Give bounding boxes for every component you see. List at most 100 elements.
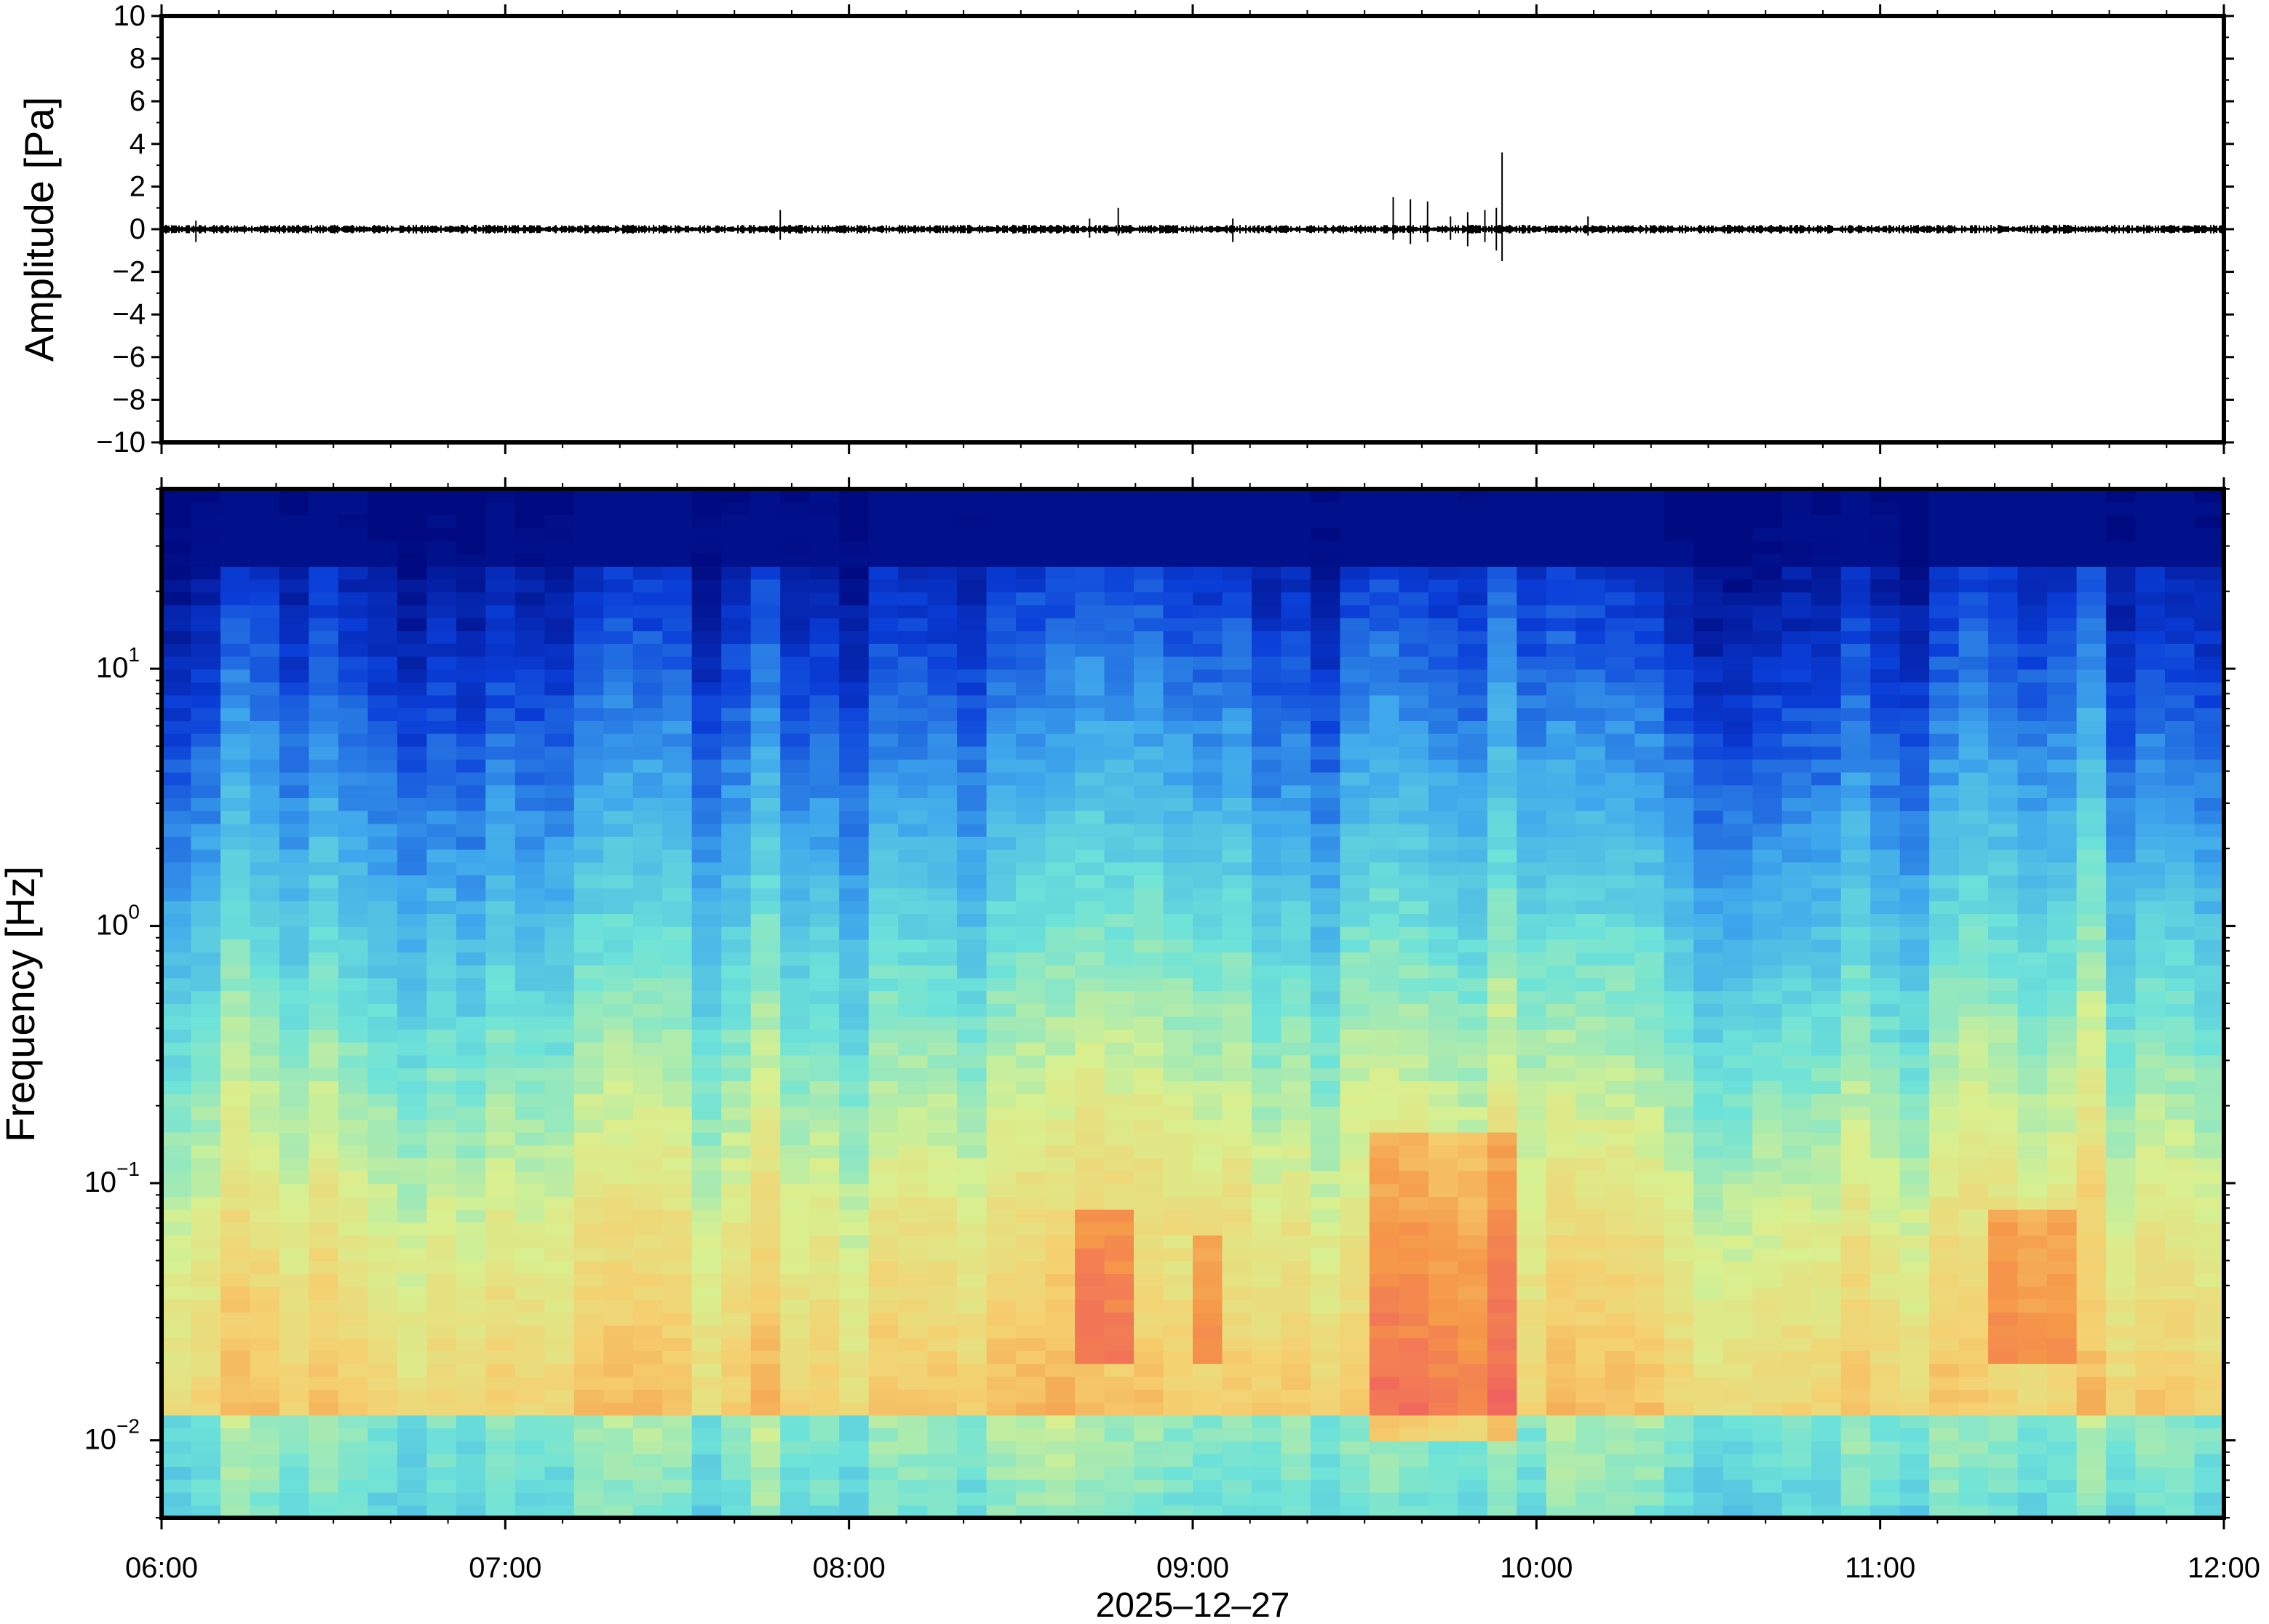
- spectrogram-cell: [1163, 952, 1193, 966]
- spectrogram-cell: [397, 1312, 428, 1326]
- spectrogram-cell: [927, 733, 958, 747]
- spectrogram-cell: [1752, 926, 1783, 940]
- spectrogram-cell: [397, 1131, 428, 1146]
- spectrogram-cell: [573, 540, 605, 554]
- spectrogram-cell: [1369, 1466, 1400, 1480]
- spectrogram-cell: [1517, 1286, 1547, 1300]
- spectrogram-cell: [1340, 913, 1370, 927]
- spectrogram-cell: [1163, 1003, 1193, 1017]
- spectrogram-cell: [1752, 1363, 1783, 1377]
- spectrogram-cell: [1428, 1183, 1459, 1197]
- spectrogram-cell: [220, 1492, 251, 1506]
- spectrogram-cell: [485, 1414, 516, 1429]
- spectrogram-cell: [1634, 1376, 1665, 1390]
- spectrogram-cell: [780, 1401, 811, 1416]
- spectrogram-cell: [367, 952, 398, 966]
- spectrogram-cell: [456, 592, 487, 605]
- spectrogram-cell: [839, 1029, 870, 1043]
- spectrogram-cell: [927, 1145, 958, 1158]
- spectrogram-cell: [1163, 1260, 1193, 1274]
- spectrogram-cell: [250, 848, 280, 863]
- spectrogram-cell: [367, 566, 398, 580]
- spectrogram-cell: [1693, 1145, 1724, 1158]
- spectrogram-cell: [1487, 656, 1518, 670]
- spectrogram-cell: [603, 1337, 634, 1351]
- spectrogram-cell: [1517, 784, 1547, 798]
- spectrogram-cell: [1929, 1401, 1960, 1416]
- spectrogram-cell: [1929, 1441, 1960, 1454]
- spectrogram-cell: [1016, 797, 1046, 811]
- spectrogram-cell: [191, 656, 221, 670]
- spectrogram-cell: [927, 746, 958, 760]
- spectrogram-cell: [1605, 1441, 1636, 1454]
- spectrogram-cell: [1340, 848, 1370, 863]
- spectrogram-cell: [1517, 1350, 1547, 1364]
- spectrogram-cell: [898, 1286, 929, 1300]
- spectrogram-cell: [309, 990, 339, 1004]
- spectrogram-cell: [1811, 1363, 1842, 1377]
- spectrogram-cell: [485, 1183, 516, 1197]
- spectrogram-cell: [1193, 1428, 1223, 1441]
- spectrogram-cell: [898, 1466, 929, 1480]
- spectrogram-cell: [1104, 1054, 1134, 1069]
- spectrogram-cell: [1340, 1029, 1370, 1043]
- spectrogram-cell: [1958, 1054, 1989, 1069]
- spectrogram-cell: [1899, 771, 1930, 786]
- spectrogram-cell: [485, 1479, 516, 1493]
- spectrogram-cell: [514, 952, 546, 966]
- spectrogram-cell: [1399, 1414, 1429, 1429]
- spectrogram-cell: [1458, 1505, 1488, 1518]
- spectrogram-cell: [1546, 1042, 1577, 1056]
- spectrogram-cell: [1575, 1299, 1606, 1313]
- spectrogram-cell: [1634, 733, 1665, 747]
- spectrogram-cell: [1840, 1003, 1871, 1017]
- spectrogram-cell: [1811, 1029, 1842, 1043]
- spectrogram-cell: [426, 926, 457, 940]
- spectrogram-cell: [1016, 669, 1046, 682]
- spectrogram-cell: [397, 1106, 428, 1120]
- spectrogram-cell: [544, 1042, 575, 1056]
- spectrogram-cell: [603, 990, 634, 1004]
- spectrogram-cell: [456, 1222, 487, 1235]
- spectrogram-cell: [1693, 1466, 1724, 1480]
- spectrogram-cell: [1340, 1131, 1370, 1146]
- spectrogram-cell: [1899, 1247, 1930, 1262]
- spectrogram-cell: [957, 643, 988, 657]
- spectrogram-cell: [1722, 592, 1753, 605]
- spectrogram-cell: [1693, 1505, 1724, 1518]
- spectrogram-cell: [367, 578, 398, 593]
- spectrogram-cell: [1252, 965, 1282, 979]
- spectrogram-cell: [1605, 1016, 1636, 1030]
- spectrogram-cell: [309, 1312, 339, 1326]
- spectrogram-cell: [691, 1299, 722, 1313]
- spectrogram-cell: [1752, 669, 1783, 682]
- spectrogram-cell: [191, 1453, 221, 1468]
- spectrogram-cell: [1016, 1042, 1046, 1056]
- spectrogram-cell: [632, 887, 664, 901]
- spectrogram-cell: [1899, 1441, 1930, 1454]
- spectrogram-cell: [750, 656, 781, 670]
- spectrogram-cell: [957, 1350, 988, 1364]
- spectrogram-cell: [162, 810, 192, 824]
- spectrogram-cell: [1722, 682, 1753, 696]
- spectrogram-cell: [1664, 1479, 1695, 1493]
- spectrogram-cell: [986, 1093, 1017, 1107]
- spectrogram-cell: [1958, 1158, 1989, 1171]
- spectrogram-cell: [162, 1428, 192, 1441]
- spectrogram-cell: [1958, 1145, 1989, 1158]
- spectrogram-cell: [1811, 1209, 1842, 1223]
- spectrogram-cell: [1664, 501, 1695, 516]
- spectrogram-cell: [662, 836, 693, 850]
- spectrogram-cell: [397, 1054, 428, 1069]
- spectrogram-cell: [662, 1029, 693, 1043]
- spectrogram-cell: [868, 913, 899, 927]
- spectrogram-cell: [1722, 1106, 1753, 1120]
- spectrogram-cell: [1752, 1106, 1783, 1120]
- spectrogram-cell: [250, 1312, 280, 1326]
- spectrogram-cell: [544, 1324, 575, 1339]
- spectrogram-cell: [544, 990, 575, 1004]
- spectrogram-cell: [1134, 1158, 1164, 1171]
- spectrogram-cell: [1340, 1145, 1370, 1158]
- spectrogram-cell: [957, 1067, 988, 1081]
- spectrogram-cell: [603, 1131, 634, 1146]
